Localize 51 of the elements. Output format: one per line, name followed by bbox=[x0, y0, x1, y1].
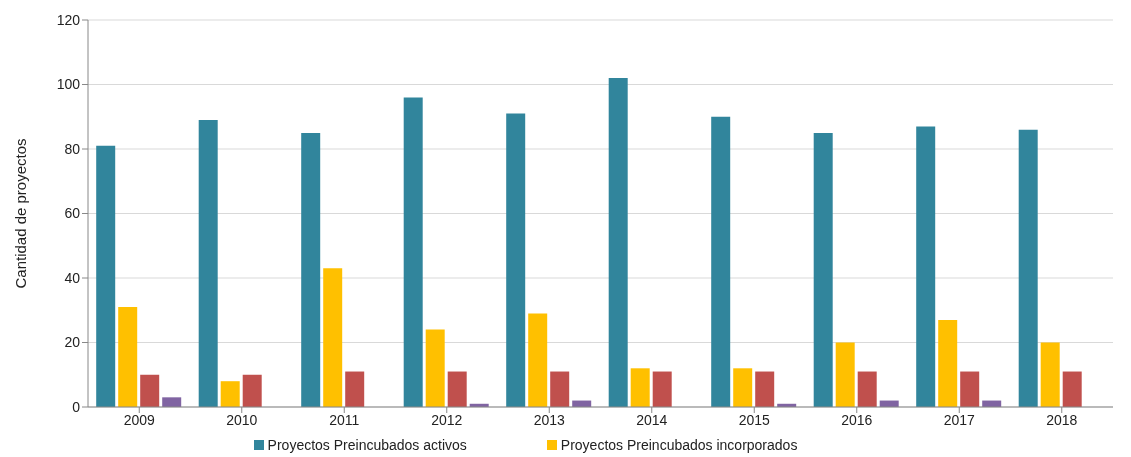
bar bbox=[447, 371, 467, 407]
bar bbox=[755, 371, 775, 407]
x-tick-label: 2017 bbox=[943, 411, 976, 428]
y-tick-label: 0 bbox=[72, 398, 81, 415]
bar bbox=[345, 371, 365, 407]
bar bbox=[118, 307, 138, 407]
bar bbox=[960, 371, 980, 407]
y-tick-label: 100 bbox=[56, 76, 81, 93]
bar bbox=[608, 78, 628, 407]
bar bbox=[733, 368, 753, 407]
bar bbox=[1040, 342, 1060, 407]
bar bbox=[916, 126, 936, 407]
bar bbox=[198, 119, 218, 407]
x-tick-label: 2011 bbox=[329, 411, 360, 428]
y-tick-label: 60 bbox=[64, 205, 81, 222]
y-tick-label: 80 bbox=[64, 140, 81, 157]
legend-label: Proyectos Preincubados incorporados bbox=[560, 437, 798, 453]
bar bbox=[528, 313, 548, 407]
bar bbox=[630, 368, 650, 407]
x-tick-label: 2014 bbox=[636, 411, 668, 428]
y-tick-label: 20 bbox=[64, 334, 81, 351]
x-tick-label: 2012 bbox=[431, 411, 463, 428]
x-tick-label: 2013 bbox=[533, 411, 566, 428]
y-tick-label: 120 bbox=[56, 11, 81, 28]
bar bbox=[857, 371, 877, 407]
bar bbox=[96, 145, 116, 407]
bar bbox=[323, 268, 343, 407]
x-tick-label: 2016 bbox=[841, 411, 873, 428]
bar bbox=[403, 97, 423, 407]
bar bbox=[711, 116, 731, 407]
bar bbox=[938, 319, 958, 407]
legend-label: Proyectos Preincubados activos bbox=[267, 437, 467, 453]
bar bbox=[1062, 371, 1082, 407]
bar bbox=[242, 374, 262, 407]
y-tick-label: 40 bbox=[64, 269, 81, 286]
x-tick-label: 2015 bbox=[738, 411, 771, 428]
x-tick-label: 2018 bbox=[1046, 411, 1078, 428]
y-axis-title: Cantidad de proyectos bbox=[12, 138, 30, 289]
bar bbox=[1018, 129, 1038, 407]
bar bbox=[652, 371, 672, 407]
bar bbox=[425, 329, 445, 407]
bar bbox=[220, 381, 240, 407]
x-tick-label: 2010 bbox=[226, 411, 258, 428]
bar bbox=[140, 374, 160, 407]
bar bbox=[162, 397, 182, 407]
bar bbox=[813, 132, 833, 407]
bar bbox=[550, 371, 570, 407]
x-tick-label: 2009 bbox=[123, 411, 156, 428]
bar bbox=[301, 132, 321, 407]
bar bbox=[506, 113, 526, 407]
bar bbox=[835, 342, 855, 407]
